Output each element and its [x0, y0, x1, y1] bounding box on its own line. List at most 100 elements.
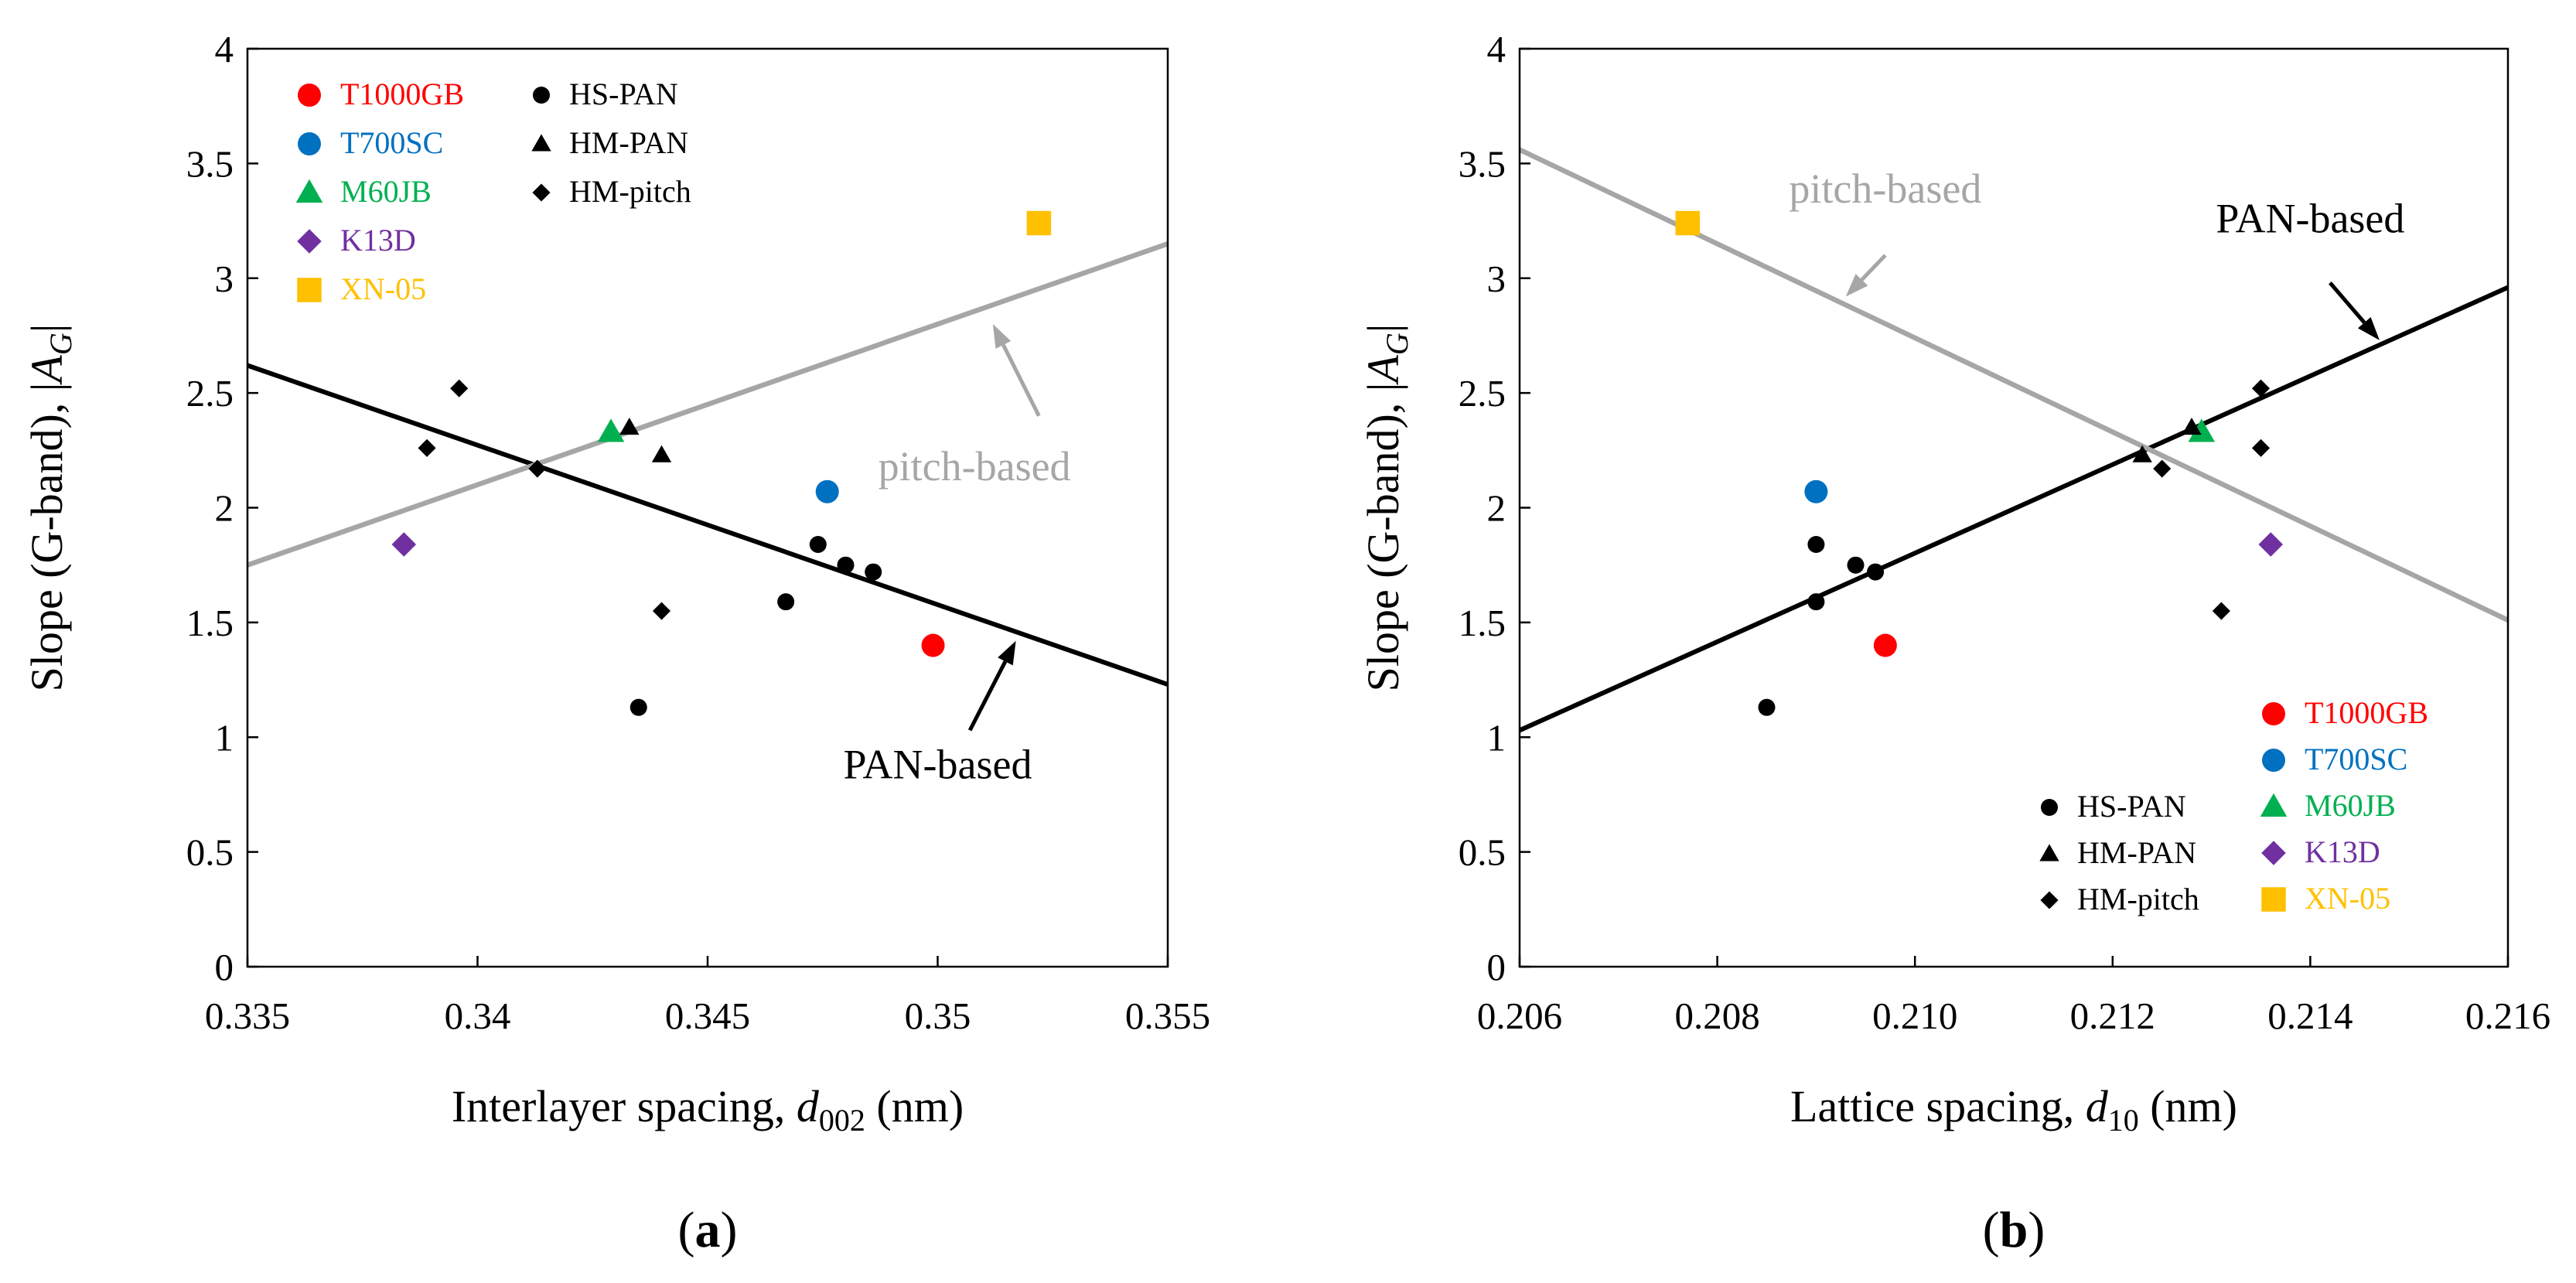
- legend-marker-hm-pitch: [532, 183, 551, 202]
- y-axis-label-symbol: A: [22, 355, 72, 386]
- x-tick-label: 0.214: [2267, 995, 2353, 1037]
- y-tick-label: 0: [1487, 946, 1506, 988]
- trend-line-pan-based: [1520, 285, 2508, 733]
- legend-label-k13d: K13D: [2305, 834, 2380, 869]
- panel-b-chart: 0 0.5 1 1.5 2 2.5 3 3.5 4 0.206 0.208 0.210 0.212 0.2…: [1358, 28, 2550, 1258]
- data-points: [391, 210, 1052, 716]
- y-axis-label-subscript: G: [1380, 333, 1414, 355]
- annotation-arrow-pan-based-shaft: [2329, 282, 2366, 324]
- data-point-hm-pitch: [450, 379, 469, 398]
- data-point-hm-pitch: [2251, 438, 2271, 457]
- legend-marker-t700sc: [298, 132, 321, 155]
- legend-marker-xn-05: [297, 278, 322, 302]
- legend-label-t1000gb: T1000GB: [2305, 695, 2428, 730]
- annotation-arrow-pitch-based-head: [992, 324, 1012, 349]
- data-point-hm-pitch: [2153, 459, 2172, 478]
- legend-label-t700sc: T700SC: [2305, 742, 2407, 776]
- x-axis-label-symbol: d: [797, 1081, 820, 1131]
- x-tick-label: 0.35: [905, 995, 971, 1037]
- y-axis-label: Slope (G-band), |AG|: [22, 324, 78, 692]
- trend-line-pitch-based: [247, 241, 1168, 568]
- data-point-hm-pitch: [418, 438, 436, 457]
- caption-close-paren: ): [721, 1202, 738, 1258]
- trend-lines: [247, 241, 1168, 687]
- y-axis-label-subscript: G: [43, 333, 78, 355]
- x-axis-label: Lattice spacing, d10 (nm): [1790, 1081, 2237, 1138]
- data-points: [1675, 210, 2284, 716]
- data-point-hs-pan: [777, 593, 795, 611]
- data-point-t1000gb: [921, 633, 945, 657]
- data-point-m60jb: [597, 418, 625, 442]
- data-point-hm-pan: [2182, 417, 2202, 435]
- legend-label-t700sc: T700SC: [340, 125, 443, 160]
- legend-marker-hs-pan: [2041, 799, 2058, 816]
- y-tick-label: 2.5: [186, 372, 234, 415]
- y-axis-label: Slope (G-band), |AG|: [1358, 324, 1414, 692]
- legend-marker-k13d: [2261, 841, 2286, 865]
- y-axis-label-suffix: |: [1358, 324, 1408, 333]
- annotation-pitch-based: pitch-based: [879, 443, 1071, 490]
- annotation-arrow-pitch-based: [1845, 254, 1887, 297]
- annotation-arrow-pan-based-shaft: [967, 660, 1008, 732]
- annotation-pan-based: PAN-based: [843, 742, 1032, 788]
- x-tick-label: 0.335: [205, 995, 290, 1037]
- annotation-arrow-pitch-based-shaft: [1860, 254, 1887, 282]
- data-point-hs-pan: [809, 535, 827, 553]
- data-point-hs-pan: [837, 556, 855, 574]
- panel-a-chart: 0 0.5 1 1.5 2 2.5 3 3.5 4 0.335 0.34 0.345 0.35 0.355…: [22, 28, 1210, 1258]
- data-point-hs-pan: [1867, 563, 1885, 581]
- data-point-hm-pan: [619, 417, 640, 435]
- panel-caption: (b): [1983, 1202, 2045, 1258]
- x-axis-label-text: Lattice spacing,: [1790, 1081, 2086, 1131]
- annotation-arrow-pan-based-head: [2357, 316, 2380, 340]
- annotation-arrow-pan-based: [2329, 282, 2380, 340]
- data-point-t700sc: [815, 479, 839, 503]
- legend-marker-k13d: [297, 229, 322, 254]
- legend-marker-m60jb: [295, 179, 323, 203]
- data-point-t700sc: [1804, 479, 1828, 503]
- legend-label-hs-pan: HS-PAN: [569, 77, 678, 111]
- data-point-m60jb: [2188, 418, 2216, 442]
- data-point-hs-pan: [1847, 556, 1865, 574]
- legend-marker-hm-pan: [2039, 844, 2059, 862]
- x-axis-label-subscript: 10: [2108, 1103, 2139, 1138]
- legend-label-xn-05: XN-05: [340, 271, 426, 306]
- x-axis-label-subscript: 002: [819, 1103, 865, 1138]
- data-point-t1000gb: [1873, 633, 1897, 657]
- y-axis-label-suffix: |: [22, 324, 72, 333]
- x-axis-label: Interlayer spacing, d002 (nm): [452, 1081, 964, 1138]
- y-tick-label: 0.5: [186, 831, 234, 874]
- caption-letter: b: [2000, 1202, 2028, 1258]
- y-tick-label: 0: [215, 946, 234, 988]
- data-point-hm-pitch: [652, 602, 671, 620]
- legend-label-t1000gb: T1000GB: [340, 77, 464, 111]
- x-tick-label: 0.216: [2465, 995, 2550, 1037]
- data-point-xn-05: [1675, 210, 1701, 236]
- annotation-arrow-pan-based: [967, 640, 1016, 732]
- legend-marker-t700sc: [2262, 749, 2285, 772]
- x-axis-label-symbol: d: [2086, 1081, 2109, 1131]
- data-point-hs-pan: [629, 698, 647, 716]
- y-tick-label: 2: [215, 487, 234, 530]
- data-point-hs-pan: [1807, 593, 1825, 611]
- annotation-arrow-pitch-based-shaft: [1001, 343, 1041, 417]
- trend-line-pan-based: [247, 363, 1168, 687]
- data-point-hm-pan: [651, 445, 672, 462]
- y-tick-label: 2: [1487, 487, 1506, 530]
- caption-close-paren: ): [2028, 1202, 2045, 1258]
- y-tick-label: 3: [215, 258, 234, 300]
- legend-label-hm-pitch: HM-pitch: [2077, 882, 2199, 916]
- legend-marker-hm-pan: [531, 134, 551, 152]
- annotation-pitch-based: pitch-based: [1789, 165, 1981, 212]
- y-tick-label: 1.5: [1459, 602, 1506, 644]
- legend-marker-hm-pitch: [2040, 891, 2059, 909]
- panel-caption: (a): [678, 1202, 738, 1258]
- y-axis-label-text: Slope (G-band), |: [22, 383, 72, 692]
- legend-label-hm-pan: HM-PAN: [2077, 835, 2196, 870]
- caption-open-paren: (: [678, 1202, 695, 1258]
- y-axis-label-symbol: A: [1358, 355, 1408, 386]
- x-axis-label-text: Interlayer spacing,: [452, 1081, 797, 1131]
- annotation-arrow-pitch-based: [992, 324, 1041, 417]
- x-tick-label: 0.345: [665, 995, 750, 1037]
